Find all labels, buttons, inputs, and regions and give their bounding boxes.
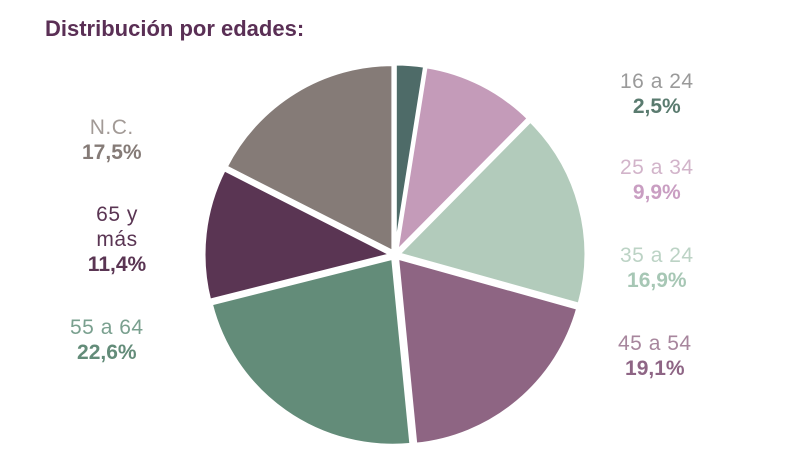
legend-label-nc: N.C. 17,5% <box>82 116 142 166</box>
slice-value: 16,9% <box>627 268 687 292</box>
slice-value: 19,1% <box>625 356 685 380</box>
slice-value: 17,5% <box>82 140 142 164</box>
slice-name: 25 a 34 <box>620 156 694 179</box>
slice-name: 65 y más <box>96 203 138 251</box>
pie-slice-65-y-más <box>202 168 393 302</box>
legend-label-35-24: 35 a 24 16,9% <box>620 244 694 294</box>
slice-value: 11,4% <box>87 252 147 276</box>
slice-name: N.C. <box>89 116 134 139</box>
chart-title: Distribución por edades: <box>45 16 305 41</box>
pie-slice-n-c- <box>224 63 395 254</box>
pie-slice-25-a-34 <box>395 65 530 253</box>
legend-label-55-64: 55 a 64 22,6% <box>70 316 144 366</box>
slice-name: 45 a 54 <box>618 332 692 355</box>
slice-value: 9,9% <box>632 180 681 204</box>
legend-label-16-24: 16 a 24 2,5% <box>620 70 694 120</box>
slice-name: 35 a 24 <box>620 244 694 267</box>
slice-name: 16 a 24 <box>620 70 694 93</box>
slice-name: 55 a 64 <box>70 316 144 339</box>
pie-slice-35-a-24 <box>397 119 588 306</box>
pie-slice-16-a-24 <box>393 62 427 253</box>
pie-slice-55-a-64 <box>209 256 413 447</box>
slice-value: 22,6% <box>77 340 137 364</box>
legend-label-25-34: 25 a 34 9,9% <box>620 156 694 206</box>
pie-slice-45-a-54 <box>396 256 580 446</box>
legend-label-45-54: 45 a 54 19,1% <box>618 332 692 382</box>
slice-value: 2,5% <box>632 94 681 118</box>
legend-label-65-mas: 65 y más 11,4% <box>82 203 152 277</box>
